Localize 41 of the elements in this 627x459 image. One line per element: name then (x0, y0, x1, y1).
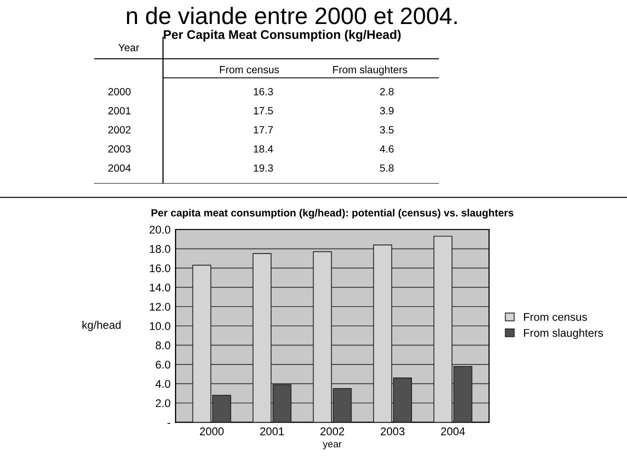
text: 3.5 (380, 126, 394, 134)
text: 19.3 (254, 164, 273, 172)
text: 2001 (108, 107, 131, 114)
text: n de viande entre 2000 et 2004. (126, 6, 457, 24)
y-tick-label: 10.0 (150, 322, 170, 330)
text: 2002 (108, 126, 130, 134)
text: From slaughters (333, 66, 408, 76)
text: 18.4 (254, 145, 274, 153)
legend-label: From census (524, 313, 587, 321)
chart-title: Per capita meat consumption (kg/head): potential (census) vs. slaughters (152, 208, 514, 219)
x-tick-label: 2003 (380, 427, 404, 436)
text: 2.8 (380, 88, 394, 96)
y-tick-label: 18.0 (150, 245, 170, 253)
y-tick-label: 8.0 (156, 341, 170, 350)
y-tick-label: 12.0 (150, 302, 170, 311)
text: 2004 (108, 164, 131, 172)
text: Year (118, 44, 140, 52)
legend-label: From slaughters (524, 328, 603, 340)
x-tick-label: 2001 (260, 427, 284, 436)
y-tick-label: 20.0 (150, 226, 170, 234)
text: 2003 (108, 145, 131, 153)
text: 17.7 (254, 126, 273, 134)
y-tick-label: 16.0 (150, 264, 170, 272)
text: Per Capita Meat Consumption (kg/Head) (164, 30, 401, 42)
text: 3.9 (380, 107, 394, 114)
x-tick-label: 2004 (441, 427, 465, 436)
text: From census (220, 66, 279, 74)
text: 2000 (108, 88, 131, 96)
text: 16.3 (254, 88, 273, 96)
x-tick-label: 2000 (200, 427, 224, 436)
x-tick-label: 2002 (320, 427, 344, 436)
text: 4.6 (380, 145, 394, 153)
text: 17.5 (254, 107, 273, 114)
x-axis-title: year (322, 442, 342, 450)
text: 5.8 (380, 164, 394, 172)
y-tick-label: 4.0 (156, 380, 170, 388)
y-axis-title: kg/head (82, 320, 121, 332)
y-tick-label: 14.0 (150, 284, 170, 292)
y-tick-label: 6.0 (156, 360, 170, 369)
y-tick-label: 2.0 (156, 399, 170, 408)
y-tick-label: - (167, 422, 170, 424)
